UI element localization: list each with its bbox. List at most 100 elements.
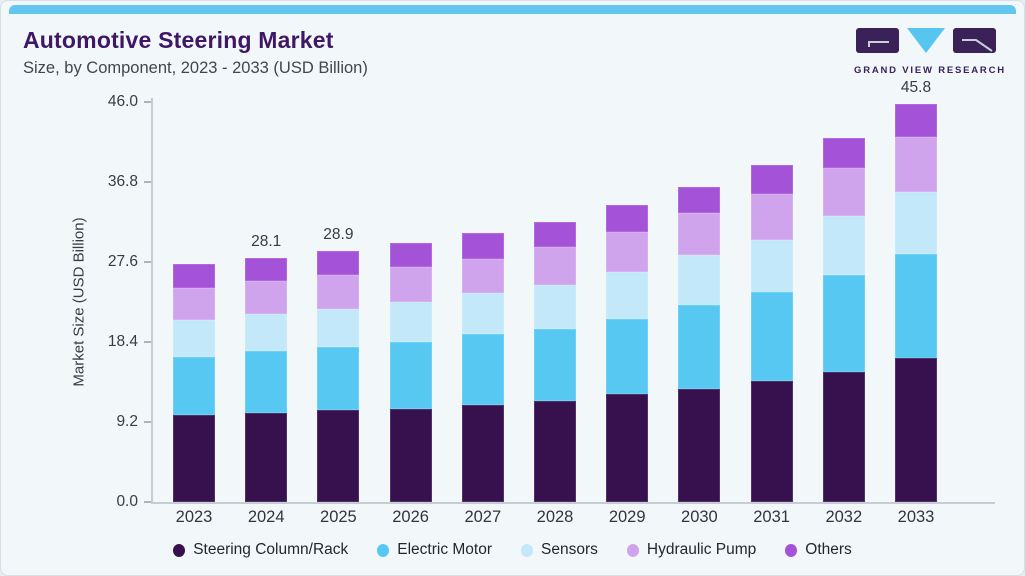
bar-segment[interactable]	[173, 263, 215, 289]
bar-segment[interactable]	[389, 242, 432, 268]
y-tick-mark	[144, 341, 151, 343]
bar-total-label: 28.1	[251, 232, 282, 250]
logo-v-icon	[907, 28, 945, 53]
y-tick-label: 18.4	[107, 333, 138, 350]
bar-segment[interactable]	[534, 401, 576, 502]
bar-segment[interactable]	[895, 357, 937, 502]
bar-total-label: 45.8	[900, 78, 932, 96]
bar-segment[interactable]	[895, 136, 937, 192]
y-tick-label: 46.0	[107, 93, 138, 110]
bar-segment[interactable]	[534, 328, 576, 402]
bar-segment[interactable]	[173, 415, 215, 502]
bar-segment[interactable]	[678, 187, 721, 214]
bar-segment[interactable]	[678, 388, 721, 502]
chart-legend: Steering Column/Rack Electric Motor Sensor…	[1, 537, 1024, 563]
bar-segment[interactable]	[750, 291, 793, 382]
legend-dot-icon	[377, 543, 390, 557]
y-axis-line	[151, 98, 153, 502]
bar-segment[interactable]	[534, 284, 576, 329]
bar-segment[interactable]	[245, 314, 288, 351]
bar-segment[interactable]	[461, 293, 504, 335]
bar-segment[interactable]	[461, 233, 504, 259]
bar-segment[interactable]	[245, 413, 288, 502]
x-axis-label: 2028	[536, 508, 574, 526]
bar-segment[interactable]	[678, 304, 721, 389]
x-axis-label: 2032	[825, 508, 863, 526]
bar-segment[interactable]	[606, 205, 649, 232]
y-axis-title: Market Size (USD Billion)	[70, 217, 88, 387]
bar-segment[interactable]	[822, 168, 865, 216]
bar-segment[interactable]	[822, 371, 865, 502]
bar-segment[interactable]	[750, 165, 793, 195]
bar-segment[interactable]	[895, 191, 937, 255]
x-axis-label: 2027	[464, 508, 502, 526]
x-axis-label: 2024	[247, 508, 285, 526]
logo-text: GRAND VIEW RESEARCH	[854, 65, 1006, 76]
bar-segment[interactable]	[317, 275, 360, 309]
x-axis-label: 2029	[608, 508, 646, 526]
bar-segment[interactable]	[606, 272, 649, 319]
legend-dot-icon	[173, 543, 186, 557]
bar-segment[interactable]	[678, 213, 721, 256]
x-axis-label: 2025	[320, 508, 357, 526]
bar-segment[interactable]	[750, 194, 793, 241]
y-tick-label: 27.6	[107, 253, 138, 270]
bar-segment[interactable]	[606, 394, 649, 502]
bar-segment[interactable]	[173, 288, 215, 321]
bar-segment[interactable]	[173, 320, 215, 357]
legend-item[interactable]: Sensors	[521, 541, 598, 559]
y-tick-mark	[144, 101, 151, 103]
legend-label: Sensors	[541, 541, 598, 558]
bar-segment[interactable]	[245, 257, 288, 282]
y-tick-mark	[144, 261, 151, 263]
bar-segment[interactable]	[173, 356, 215, 416]
bar-segment[interactable]	[461, 334, 504, 405]
bar-segment[interactable]	[895, 103, 937, 137]
y-tick-label: 36.8	[107, 173, 138, 190]
legend-item[interactable]: Steering Column/Rack	[173, 541, 348, 559]
bar-segment[interactable]	[317, 308, 360, 348]
legend-item[interactable]: Others	[785, 541, 852, 559]
legend-item[interactable]: Electric Motor	[377, 541, 492, 559]
x-axis-label: 2023	[175, 508, 213, 526]
y-tick-mark	[144, 421, 151, 423]
bar-segment[interactable]	[534, 247, 576, 285]
y-tick-mark	[144, 181, 151, 183]
bar-segment[interactable]	[895, 254, 937, 358]
bar-segment[interactable]	[534, 222, 576, 248]
bar-segment[interactable]	[461, 404, 504, 502]
y-tick-label: 0.0	[116, 493, 138, 510]
bar-segment[interactable]	[389, 302, 432, 342]
x-axis-label: 2026	[392, 508, 429, 526]
bar-segment[interactable]	[461, 258, 504, 294]
bar-segment[interactable]	[317, 409, 360, 502]
bar-segment[interactable]	[822, 137, 865, 169]
bar-segment[interactable]	[822, 275, 865, 372]
legend-label: Hydraulic Pump	[646, 541, 757, 558]
x-axis-label: 2030	[681, 508, 718, 526]
bar-segment[interactable]	[389, 342, 432, 409]
bar-segment[interactable]	[317, 347, 360, 410]
top-accent-bar	[9, 5, 1016, 14]
bar-segment[interactable]	[606, 231, 649, 273]
legend-item[interactable]: Hydraulic Pump	[626, 541, 757, 559]
bar-segment[interactable]	[389, 408, 432, 502]
bar-total-label: 28.9	[323, 225, 354, 243]
bar-segment[interactable]	[822, 215, 865, 276]
page-title: Automotive Steering Market	[23, 27, 334, 53]
bar-segment[interactable]	[750, 381, 793, 502]
bar-segment[interactable]	[606, 318, 649, 395]
gvr-logo-mark	[856, 28, 996, 53]
legend-dot-icon	[521, 543, 534, 557]
x-axis-label: 2033	[897, 508, 935, 526]
bar-segment[interactable]	[317, 250, 360, 276]
chart-subtitle: Size, by Component, 2023 - 2033 (USD Bil…	[23, 59, 368, 77]
bar-segment[interactable]	[245, 350, 288, 414]
bar-segment[interactable]	[245, 281, 288, 315]
bar-segment[interactable]	[389, 267, 432, 302]
bar-segment[interactable]	[678, 255, 721, 305]
bar-segment[interactable]	[750, 240, 793, 292]
y-tick-mark	[144, 501, 151, 503]
